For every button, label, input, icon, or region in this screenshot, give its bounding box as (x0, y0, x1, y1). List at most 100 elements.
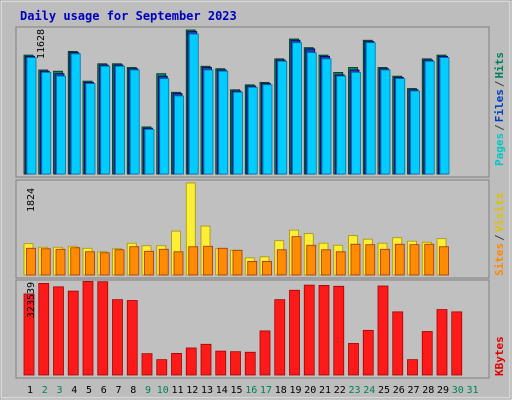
bar-pages-day-5 (85, 83, 96, 175)
bar-sites-day-26 (394, 243, 405, 276)
bar-pages-day-14 (218, 70, 229, 175)
bar-kbytes-day-21 (318, 285, 330, 376)
bar-kbytes-day-11 (171, 352, 182, 376)
legend-hits-files-pages: Pages/Files/Hits (493, 52, 506, 166)
bar-sites-day-17 (262, 260, 272, 276)
bar-sites-day-21 (321, 249, 331, 276)
bar-kbytes-day-20 (303, 284, 315, 376)
bar-sites-day-11 (173, 251, 184, 276)
bar-sites-day-28 (424, 243, 435, 276)
day-label-15: 15 (230, 385, 242, 396)
bar-sites-day-16 (247, 260, 258, 276)
bar-kbytes-day-4 (67, 290, 79, 376)
bar-pages-day-12 (188, 33, 199, 175)
bar-kbytes-day-24 (362, 329, 374, 376)
bar-sites-day-9 (144, 250, 154, 276)
day-label-13: 13 (201, 385, 213, 396)
bar-pages-day-20 (306, 52, 317, 175)
bar-kbytes-day-27 (407, 359, 418, 376)
bar-kbytes-day-12 (185, 347, 197, 376)
bar-pages-day-26 (395, 78, 406, 175)
x-axis-day-labels: 1 2 3 4 5 6 7 8 9 10 11 12 13 14 15 16 17 18 19 20 21 22 23 24 2… (27, 385, 479, 396)
bar-kbytes-day-26 (392, 311, 404, 376)
bar-kbytes-day-23 (348, 343, 359, 376)
max-label-kbytes: 323539 (26, 282, 37, 318)
day-label-17: 17 (260, 385, 272, 396)
day-label-7: 7 (115, 385, 121, 396)
legend-sites: Sites (493, 243, 506, 276)
bar-pages-day-23 (351, 72, 361, 175)
bar-kbytes-day-5 (82, 281, 94, 376)
bar-pages-day-2 (41, 72, 52, 175)
day-label-25: 25 (378, 385, 390, 396)
bar-sites-day-19 (291, 236, 302, 276)
day-label-26: 26 (393, 385, 405, 396)
bar-pages-day-27 (410, 90, 420, 175)
day-label-14: 14 (216, 385, 228, 396)
bar-kbytes-day-17 (259, 330, 271, 376)
day-label-20: 20 (304, 385, 316, 396)
day-label-28: 28 (422, 385, 434, 396)
legend-files: Files (493, 89, 506, 122)
legend-hits: Hits (493, 52, 506, 79)
bar-kbytes-day-30 (451, 311, 463, 376)
bar-sites-day-10 (158, 248, 169, 276)
day-label-8: 8 (130, 385, 136, 396)
legend-visits-sites: Sites/Visits (493, 193, 506, 277)
day-label-9: 9 (145, 385, 151, 396)
bar-kbytes-day-2 (38, 283, 50, 376)
day-label-23: 23 (348, 385, 360, 396)
legend-kbytes-group: KBytes (493, 336, 506, 376)
bar-kbytes-day-29 (436, 309, 448, 376)
bar-sites-day-24 (365, 244, 376, 276)
bar-sites-day-6 (99, 252, 110, 276)
bars-kbytes (23, 281, 463, 376)
bar-pages-day-16 (247, 86, 258, 175)
chart-title: Daily usage for September 2023 (20, 9, 237, 23)
bar-kbytes-day-14 (215, 350, 227, 376)
bar-kbytes-day-25 (377, 285, 389, 376)
day-label-4: 4 (71, 385, 77, 396)
bar-sites-day-4 (70, 247, 81, 276)
bar-pages-day-8 (129, 69, 140, 175)
bar-sites-day-29 (439, 246, 449, 276)
max-label-hits: 11628 (36, 29, 47, 59)
day-label-10: 10 (157, 385, 169, 396)
day-label-27: 27 (407, 385, 419, 396)
bar-pages-day-9 (144, 129, 155, 175)
bars-hits-files-pages (23, 29, 450, 175)
bar-sites-day-3 (55, 248, 66, 276)
bar-kbytes-day-15 (230, 351, 241, 376)
bar-pages-day-4 (70, 53, 81, 175)
legend-visits: Visits (493, 193, 506, 233)
day-label-19: 19 (289, 385, 301, 396)
day-label-18: 18 (275, 385, 287, 396)
bar-kbytes-day-22 (333, 285, 345, 376)
day-label-21: 21 (319, 385, 331, 396)
legend-pages: Pages (493, 133, 506, 166)
bar-sites-day-27 (409, 244, 420, 276)
bar-kbytes-day-3 (53, 286, 64, 376)
bar-pages-day-15 (233, 91, 243, 175)
bar-pages-day-28 (424, 60, 435, 175)
day-label-1: 1 (27, 385, 33, 396)
day-label-22: 22 (334, 385, 346, 396)
bar-kbytes-day-19 (289, 289, 300, 376)
day-label-30: 30 (452, 385, 464, 396)
bar-sites-day-12 (188, 246, 199, 276)
bar-kbytes-day-6 (97, 281, 109, 376)
bar-pages-day-11 (174, 95, 184, 175)
bar-pages-day-1 (26, 57, 37, 175)
bar-kbytes-day-18 (274, 299, 286, 376)
day-label-3: 3 (56, 385, 62, 396)
bar-sites-day-5 (85, 251, 95, 276)
bar-sites-day-13 (203, 245, 213, 276)
bar-pages-day-22 (336, 75, 347, 175)
bar-pages-day-25 (380, 69, 391, 175)
day-label-31: 31 (466, 385, 478, 396)
day-label-11: 11 (171, 385, 183, 396)
day-label-12: 12 (186, 385, 198, 396)
bar-kbytes-day-28 (421, 331, 433, 376)
